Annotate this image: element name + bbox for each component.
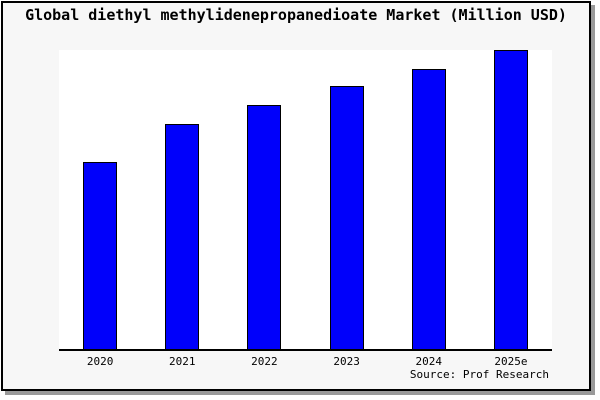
bar-2021: [165, 123, 200, 349]
plot-area: [59, 50, 552, 351]
chart-window: Global diethyl methylidenepropanedioate …: [1, 1, 591, 391]
bar-2023: [329, 86, 364, 349]
x-tick-2022: 2022: [251, 355, 278, 368]
x-tick-2025e: 2025e: [494, 355, 528, 368]
bar-2022: [247, 104, 282, 349]
x-tick-2020: 2020: [86, 355, 114, 368]
bar-2020: [83, 161, 118, 349]
x-axis-labels: 2020 2021 2022 2023 2024 2025e: [59, 355, 552, 369]
source-note: Source: Prof Research: [409, 368, 549, 381]
bar-2024: [411, 68, 446, 349]
x-tick-2023: 2023: [333, 355, 360, 368]
x-tick-2021: 2021: [169, 355, 196, 368]
bar-2025e: [493, 50, 528, 349]
x-tick-2024: 2024: [415, 355, 443, 368]
chart-title: Global diethyl methylidenepropanedioate …: [25, 6, 567, 24]
